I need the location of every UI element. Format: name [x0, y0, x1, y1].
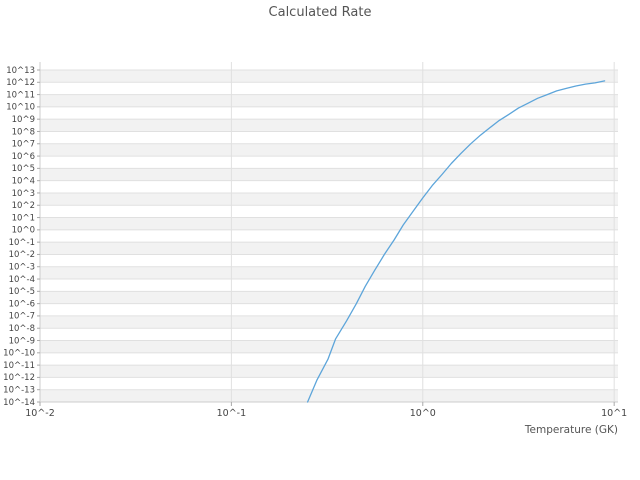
y-tick-label: 10^-1 — [9, 238, 35, 248]
y-tick-label: 10^-4 — [9, 275, 35, 285]
chart-title: Calculated Rate — [269, 5, 372, 20]
y-tick-label: 10^-13 — [3, 386, 35, 396]
grid-band — [40, 242, 618, 255]
x-tick-label: 10^-1 — [217, 408, 247, 419]
axes — [37, 62, 618, 406]
grid-band — [40, 315, 618, 329]
x-axis-tick-labels: 10^-2 10^-1 10^0 10^1 — [25, 408, 627, 419]
y-tick-label: 10^11 — [6, 90, 35, 100]
y-tick-label: 10^8 — [12, 127, 35, 137]
y-tick-label: 10^-11 — [3, 361, 35, 371]
y-tick-label: 10^0 — [12, 226, 35, 236]
y-tick-label: 10^12 — [6, 78, 35, 88]
grid-band — [40, 143, 618, 157]
y-axis-tick-labels: 10^13 10^12 10^11 10^10 10^9 10^8 10^7 10^6 10^5… — [3, 66, 35, 408]
grid-band — [40, 192, 618, 206]
y-tick-label: 10^3 — [12, 189, 35, 199]
grid-band — [40, 365, 618, 378]
y-tick-label: 10^-14 — [3, 398, 35, 408]
y-tick-label: 10^-9 — [9, 336, 35, 346]
grid-band — [40, 340, 618, 353]
y-tick-label: 10^2 — [12, 201, 35, 211]
y-tick-label: 10^1 — [12, 213, 35, 223]
y-tick-label: 10^6 — [12, 152, 35, 162]
y-tick-label: 10^-2 — [9, 250, 35, 260]
x-tick-label: 10^1 — [601, 408, 627, 419]
x-axis-title: Temperature (GK) — [524, 424, 618, 436]
grid-bands — [40, 69, 618, 402]
y-tick-label: 10^-3 — [9, 263, 35, 273]
y-tick-label: 10^13 — [6, 66, 35, 76]
grid-band — [40, 168, 618, 181]
y-tick-label: 10^-10 — [3, 349, 35, 359]
grid-band — [40, 389, 618, 402]
y-tick-label: 10^10 — [6, 103, 35, 113]
grid-band — [40, 291, 618, 304]
grid-band — [40, 69, 618, 83]
x-tick-label: 10^-2 — [25, 408, 55, 419]
y-tick-label: 10^7 — [12, 140, 35, 150]
y-tick-label: 10^-12 — [3, 373, 35, 383]
grid-band — [40, 217, 618, 230]
y-tick-label: 10^5 — [12, 164, 35, 174]
y-tick-label: 10^9 — [12, 115, 35, 125]
y-tick-label: 10^4 — [12, 176, 35, 186]
y-tick-label: 10^-5 — [9, 287, 35, 297]
gridlines — [39, 62, 618, 403]
grid-band — [40, 119, 618, 132]
rate-line — [306, 80, 606, 403]
y-tick-label: 10^-8 — [9, 324, 35, 334]
x-tick-label: 10^0 — [410, 408, 436, 419]
grid-band — [40, 266, 618, 280]
grid-band — [40, 94, 618, 107]
y-tick-label: 10^-6 — [9, 299, 35, 309]
y-tick-label: 10^-7 — [9, 312, 35, 322]
